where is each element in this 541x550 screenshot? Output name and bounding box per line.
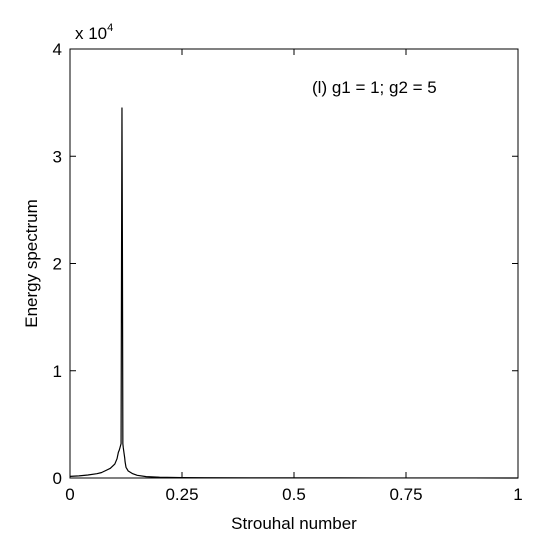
y-tick-label: 1 <box>53 362 62 381</box>
x-tick-label: 0.5 <box>282 485 306 504</box>
tick-labels-layer: 0 0.25 0.5 0.75 1 0 1 2 3 4 <box>53 40 523 504</box>
plot-area-frame <box>69 48 519 479</box>
y-axis-multiplier-exponent: 4 <box>107 22 113 34</box>
x-tick-label: 1 <box>513 485 522 504</box>
y-tick-label: 2 <box>53 255 62 274</box>
x-tick-label: 0.75 <box>389 485 422 504</box>
y-axis-multiplier-base: x 10 <box>75 24 107 43</box>
y-tick-label: 4 <box>53 40 62 59</box>
x-tick-label: 0.25 <box>165 485 198 504</box>
x-axis-label: Strouhal number <box>231 514 357 533</box>
y-tick-label: 3 <box>53 147 62 166</box>
x-tick-label: 0 <box>65 485 74 504</box>
y-axis-multiplier: x 104 <box>75 22 113 43</box>
y-axis-label: Energy spectrum <box>22 199 41 328</box>
y-tick-label: 0 <box>53 469 62 488</box>
chart-annotation: (l) g1 = 1; g2 = 5 <box>312 78 437 97</box>
